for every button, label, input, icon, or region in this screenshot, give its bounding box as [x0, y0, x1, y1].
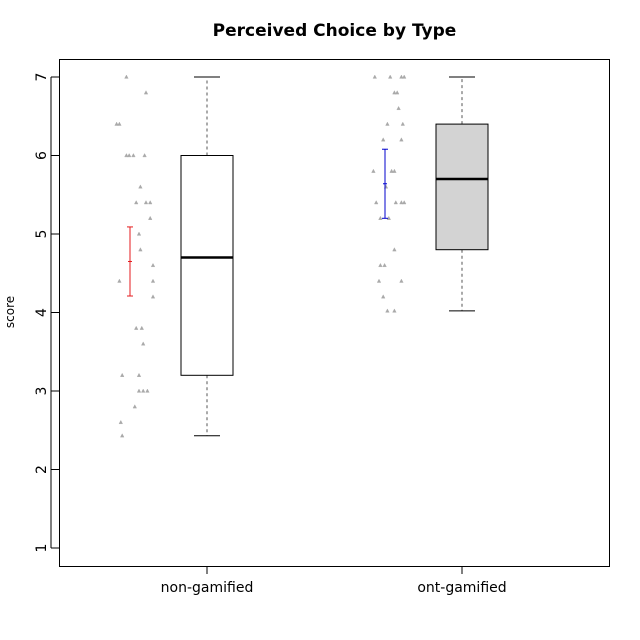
y-tick-label: 7: [34, 73, 50, 82]
data-point: [139, 325, 144, 330]
data-point: [392, 168, 397, 173]
plot-frame: [59, 59, 610, 567]
y-tick-label: 6: [34, 151, 50, 160]
data-point: [388, 74, 393, 79]
data-point: [381, 137, 386, 142]
data-point: [378, 215, 383, 220]
y-tick-label: 5: [34, 230, 50, 239]
data-point: [114, 121, 119, 126]
data-point: [399, 200, 404, 205]
data-point: [134, 325, 139, 330]
y-axis-title: score: [3, 296, 17, 328]
data-point: [136, 231, 142, 236]
data-point: [385, 308, 390, 313]
data-point: [141, 341, 146, 346]
y-tick-label: 4: [34, 308, 50, 317]
data-point: [381, 294, 386, 299]
data-point: [393, 200, 398, 205]
data-point: [382, 262, 387, 267]
data-point: [396, 105, 401, 111]
data-point: [136, 388, 142, 393]
x-axis: non-gamified ont-gamified: [161, 566, 507, 596]
data-point: [117, 278, 122, 283]
data-point: [374, 200, 379, 205]
data-point: [399, 137, 404, 142]
data-point: [148, 200, 153, 205]
chart-title: Perceived Choice by Type: [213, 21, 457, 41]
data-point: [131, 153, 136, 158]
data-point: [124, 74, 129, 79]
data-point: [127, 153, 132, 158]
data-point: [392, 308, 397, 313]
x-tick-label: ont-gamified: [417, 580, 506, 596]
data-point: [392, 90, 397, 95]
data-point: [150, 278, 156, 283]
data-point: [376, 278, 382, 283]
box-group: [371, 74, 489, 313]
data-point: [138, 184, 143, 189]
data-point: [400, 121, 405, 126]
data-point: [385, 121, 390, 126]
box: [435, 123, 489, 251]
data-point: [142, 153, 147, 158]
data-point: [117, 121, 122, 126]
y-axis: 1 2 3 4 5 6 7: [34, 73, 60, 553]
data-point: [136, 372, 142, 377]
data-point: [120, 433, 125, 438]
x-tick-label: non-gamified: [161, 580, 254, 596]
data-point: [124, 153, 129, 158]
data-point: [371, 168, 376, 173]
data-point: [389, 168, 394, 173]
data-point: [138, 247, 143, 252]
box: [180, 155, 234, 376]
data-point: [150, 262, 156, 267]
data-point: [118, 419, 123, 424]
data-point: [134, 200, 139, 205]
data-point: [402, 200, 407, 205]
data-point: [392, 247, 397, 252]
box-group: [114, 74, 234, 438]
data-point: [399, 278, 404, 283]
y-tick-label: 1: [34, 544, 50, 553]
data-point: [395, 90, 400, 95]
data-point: [402, 74, 407, 79]
y-tick-label: 2: [34, 465, 50, 474]
data-point: [143, 90, 149, 95]
y-tick-label: 3: [34, 387, 50, 396]
data-point: [143, 200, 149, 205]
data-point: [120, 372, 125, 377]
data-point: [399, 74, 404, 79]
data-point: [150, 294, 156, 299]
data-point: [132, 404, 137, 409]
series-layer: [114, 74, 489, 438]
data-point: [141, 388, 146, 393]
data-point: [145, 388, 150, 393]
data-point: [372, 74, 377, 79]
data-point: [148, 215, 153, 220]
data-point: [378, 262, 383, 267]
